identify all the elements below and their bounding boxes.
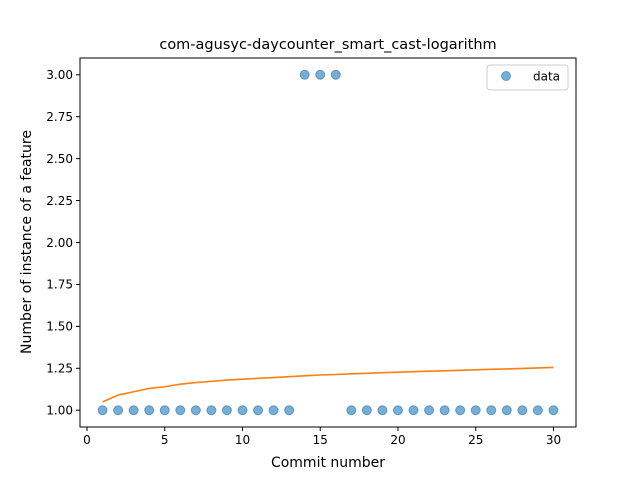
data-point xyxy=(470,405,481,416)
y-tick-label: 2.50 xyxy=(46,152,73,166)
data-point xyxy=(486,405,497,416)
data-point xyxy=(128,405,139,416)
x-tick-label: 0 xyxy=(83,433,91,447)
legend: data xyxy=(486,64,569,91)
fit-line xyxy=(102,366,554,403)
x-tick-label: 25 xyxy=(468,433,483,447)
y-tick-label: 2.00 xyxy=(46,236,73,250)
x-axis-label: Commit number xyxy=(271,455,385,471)
x-tick-label: 30 xyxy=(546,433,561,447)
data-point xyxy=(548,405,559,416)
data-point xyxy=(175,405,186,416)
data-point xyxy=(346,405,357,416)
data-point xyxy=(299,69,310,80)
data-point xyxy=(501,405,512,416)
legend-label-data: data xyxy=(533,70,560,84)
legend-marker-data xyxy=(501,71,511,81)
data-point xyxy=(377,405,388,416)
data-point xyxy=(315,69,326,80)
data-point xyxy=(97,405,108,416)
x-tick-label: 15 xyxy=(313,433,328,447)
data-point xyxy=(237,405,248,416)
data-point xyxy=(455,405,466,416)
data-point xyxy=(144,405,155,416)
x-axis-ticks: 0 5 10 15 20 25 30 xyxy=(83,427,561,447)
y-tick-label: 1.75 xyxy=(46,278,73,292)
data-point xyxy=(284,405,295,416)
data-point xyxy=(330,69,341,80)
data-point xyxy=(159,405,170,416)
data-point xyxy=(190,405,201,416)
data-point xyxy=(517,405,528,416)
data-point xyxy=(206,405,217,416)
plot-area xyxy=(97,69,559,416)
data-point xyxy=(408,405,419,416)
y-tick-label: 1.50 xyxy=(46,320,73,334)
y-axis-label: Number of instance of a feature xyxy=(19,130,35,354)
x-tick-label: 5 xyxy=(161,433,169,447)
data-point xyxy=(221,405,232,416)
data-point xyxy=(253,405,264,416)
data-point xyxy=(392,405,403,416)
data-point xyxy=(361,405,372,416)
data-point xyxy=(268,405,279,416)
y-tick-label: 2.25 xyxy=(46,194,73,208)
y-tick-label: 1.25 xyxy=(46,362,73,376)
chart-title: com-agusyc-daycounter_smart_cast-logarit… xyxy=(159,37,496,53)
data-point xyxy=(113,405,124,416)
x-tick-label: 20 xyxy=(390,433,405,447)
y-tick-label: 3.00 xyxy=(46,68,73,82)
y-tick-label: 2.75 xyxy=(46,110,73,124)
y-tick-label: 1.00 xyxy=(46,404,73,418)
data-point xyxy=(532,405,543,416)
data-point xyxy=(439,405,450,416)
x-tick-label: 10 xyxy=(235,433,250,447)
y-axis-ticks: 1.00 1.25 1.50 1.75 2.00 2.25 2.50 2.75 3.00 xyxy=(46,68,80,418)
data-point xyxy=(424,405,435,416)
